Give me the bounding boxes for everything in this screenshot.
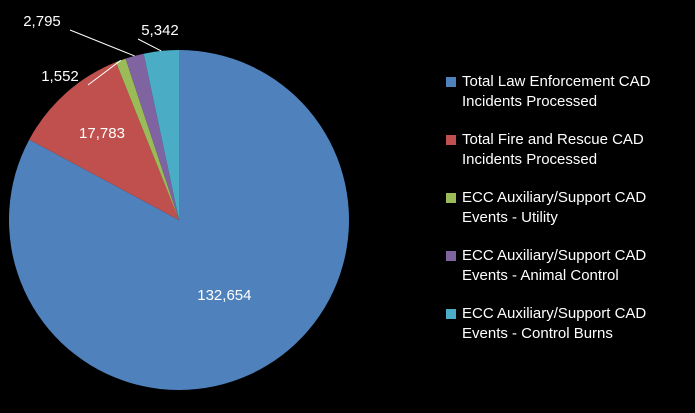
legend-label: Total Fire and Rescue CAD Incidents Proc… [462,131,644,168]
pie-slice [125,53,179,221]
data-label: 1,552 [41,68,79,85]
pie-slice [143,50,179,220]
data-label: 17,783 [79,125,125,142]
legend-swatch [446,135,456,145]
legend-item: ECC Auxiliary/Support CAD Events - Utili… [446,188,695,246]
legend-item: Total Law Enforcement CAD Incidents Proc… [446,72,695,130]
legend-item: ECC Auxiliary/Support CAD Events - Anima… [446,246,695,304]
pie-slice [29,62,180,220]
legend-swatch [446,251,456,261]
legend-label: ECC Auxiliary/Support CAD Events - Contr… [462,305,647,342]
leader-line [69,29,135,57]
legend-label: ECC Auxiliary/Support CAD Events - Utili… [462,189,647,226]
legend-item: ECC Auxiliary/Support CAD Events - Contr… [446,304,695,362]
legend-label: ECC Auxiliary/Support CAD Events - Anima… [462,247,647,284]
legend-swatch [446,309,456,319]
chart: 132,654 17,783 1,552 2,795 5,342 [9,13,349,390]
legend-swatch [446,77,456,87]
pie-slice [115,58,179,220]
data-label: 132,654 [197,287,251,304]
legend-label: Total Law Enforcement CAD Incidents Proc… [462,73,651,110]
leader-line [87,59,122,86]
legend: Total Law Enforcement CAD Incidents Proc… [446,72,695,362]
leader-line [137,38,162,52]
legend-swatch [446,193,456,203]
data-label: 5,342 [141,22,179,39]
legend-item: Total Fire and Rescue CAD Incidents Proc… [446,130,695,188]
data-label: 2,795 [23,13,61,30]
